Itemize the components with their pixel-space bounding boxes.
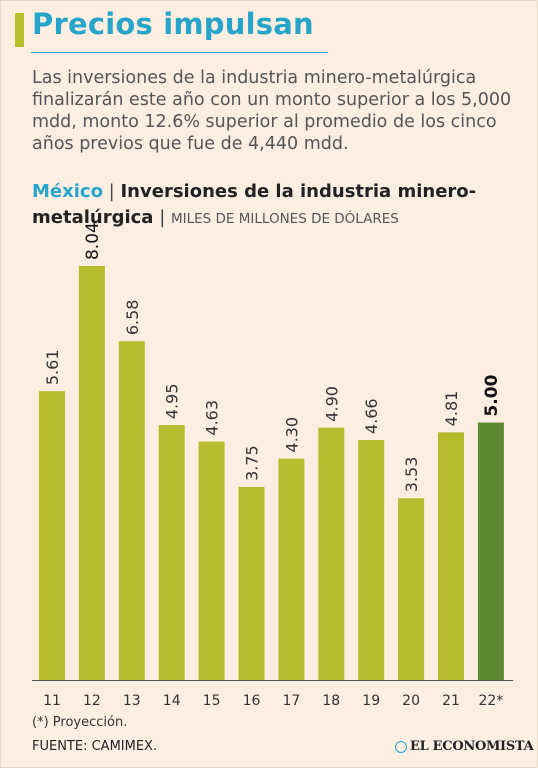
intro-paragraph: Las inversiones de la industria minero-m… [32, 68, 512, 154]
x-tick-label: 14 [163, 693, 181, 709]
bar [318, 427, 345, 680]
x-tick-label: 16 [243, 693, 261, 709]
globe-icon [395, 740, 407, 753]
x-tick-label: 20 [402, 693, 420, 709]
logo-text: EL ECONOMISTA [410, 739, 534, 754]
bar [158, 425, 185, 680]
x-tick-label: 18 [322, 693, 340, 709]
bar-value-label: 4.81 [442, 391, 461, 427]
page-title: Precios impulsan [32, 7, 314, 41]
bar [39, 391, 65, 680]
bar [278, 458, 305, 680]
heading-separator-units: | [159, 207, 166, 228]
bar [438, 432, 464, 680]
chart-country-label: México [32, 181, 103, 202]
publisher-logo: EL ECONOMISTA [395, 739, 534, 754]
bar [358, 440, 385, 680]
bar-value-label: 8.04 [83, 222, 103, 260]
source-note: FUENTE: CAMIMEX. [32, 739, 158, 754]
bar-value-label: 6.58 [123, 300, 142, 336]
bar-value-label: 3.75 [243, 445, 262, 481]
heading-separator: | [108, 181, 115, 202]
bar-value-label: 4.30 [282, 417, 301, 453]
bar-projection [477, 422, 504, 680]
x-tick-label: 17 [282, 693, 300, 709]
bar [238, 486, 265, 680]
bar-value-label: 3.53 [402, 457, 421, 493]
chart-heading: México | Inversiones de la industria min… [32, 179, 522, 232]
bar [78, 266, 105, 680]
bar-value-label: 4.63 [203, 400, 222, 436]
bar-value-label: 5.61 [43, 350, 62, 386]
x-tick-label: 22* [478, 693, 503, 709]
x-tick-label: 12 [83, 693, 101, 709]
bar-value-label: 4.95 [163, 383, 182, 419]
x-tick-label: 21 [442, 693, 460, 709]
chart-title: Inversiones de la industria minero-metal… [32, 181, 477, 228]
bar [118, 341, 145, 680]
x-tick-label: 13 [123, 693, 141, 709]
bar-value-label: 4.90 [322, 386, 341, 422]
bar [398, 498, 425, 680]
x-tick-label: 15 [203, 693, 221, 709]
bar-value-label: 5.00 [482, 374, 502, 416]
x-tick-label: 19 [362, 693, 380, 709]
bar-value-label: 4.66 [362, 398, 381, 434]
title-underline [31, 52, 328, 53]
title-accent-bar [15, 13, 24, 47]
chart-units-label: MILES DE MILLONES DE DÓLARES [171, 211, 399, 227]
bar [198, 441, 225, 680]
x-tick-label: 11 [43, 693, 61, 709]
projection-footnote: (*) Proyección. [32, 715, 128, 730]
